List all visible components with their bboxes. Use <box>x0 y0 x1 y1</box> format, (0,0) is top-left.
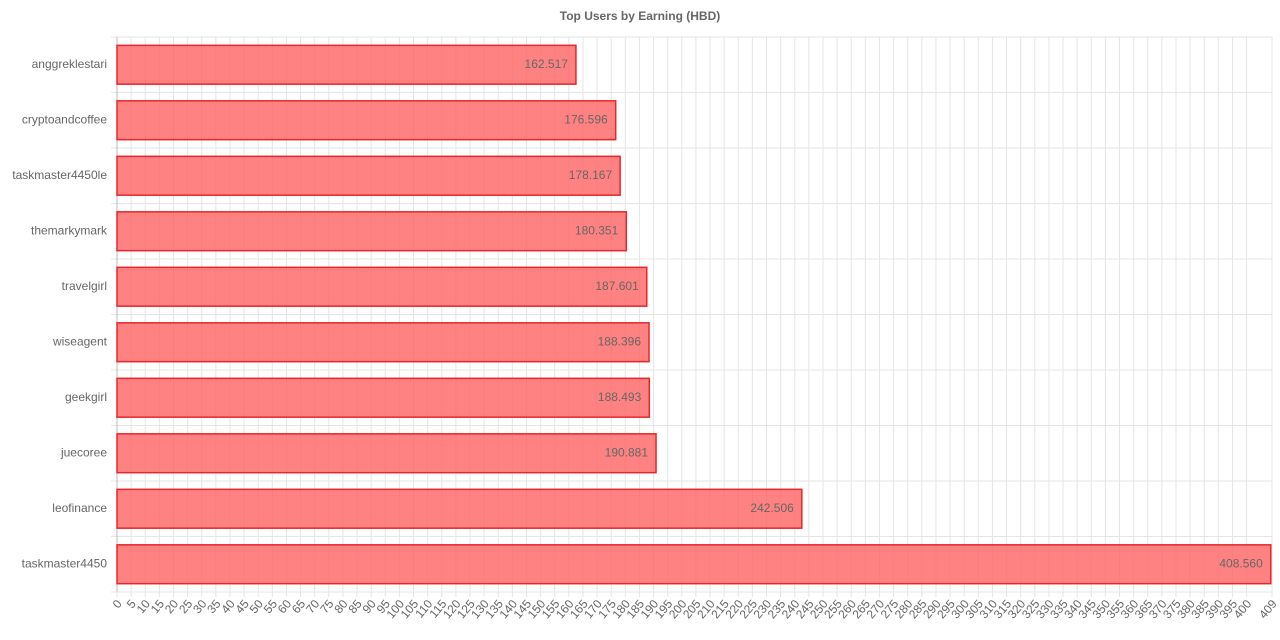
bar <box>116 266 648 307</box>
bar <box>116 100 617 141</box>
y-tick-label: travelgirl <box>62 279 107 293</box>
y-tick-label: taskmaster4450le <box>12 168 107 182</box>
bar <box>116 544 1272 585</box>
value-label: 188.396 <box>598 334 642 348</box>
bar <box>116 211 628 252</box>
bar <box>116 322 650 363</box>
y-tick-label: cryptoandcoffee <box>22 112 107 126</box>
value-label: 180.351 <box>575 223 619 237</box>
y-tick-label: wiseagent <box>52 334 108 348</box>
y-tick-label: juecoree <box>60 445 107 459</box>
bar <box>116 377 651 418</box>
x-tick-label: 0 <box>110 597 125 611</box>
value-label: 162.517 <box>525 57 569 71</box>
y-tick-label: leofinance <box>52 501 107 515</box>
y-tick-label: themarkymark <box>31 223 108 237</box>
bar <box>116 155 621 196</box>
chart-title: Top Users by Earning (HBD) <box>560 9 720 23</box>
value-label: 242.506 <box>750 501 794 515</box>
value-label: 408.560 <box>1219 556 1263 570</box>
value-label: 178.167 <box>569 168 613 182</box>
x-tick-label: 400 <box>1231 597 1255 622</box>
x-tick-label: 409 <box>1256 597 1280 622</box>
y-tick-label: geekgirl <box>65 390 107 404</box>
value-label: 188.493 <box>598 390 642 404</box>
value-label: 190.881 <box>605 445 649 459</box>
value-label: 187.601 <box>595 279 639 293</box>
y-tick-label: anggreklestari <box>32 57 107 71</box>
bar <box>116 44 577 85</box>
value-label: 176.596 <box>564 112 608 126</box>
bar <box>116 433 657 474</box>
y-tick-label: taskmaster4450 <box>22 556 108 570</box>
bar <box>116 488 803 529</box>
